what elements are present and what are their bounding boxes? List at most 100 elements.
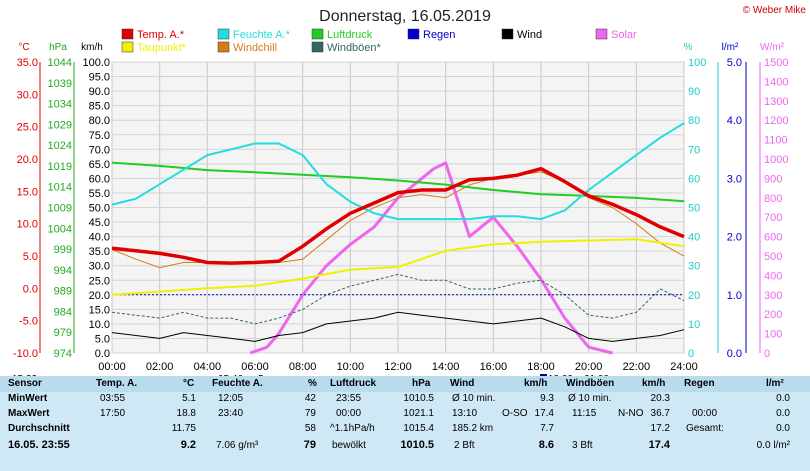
wind-tick-label: 50.0 — [89, 203, 110, 215]
legend-label: Feuchte A.* — [233, 29, 291, 41]
min-press-time: 23:55 — [336, 393, 362, 404]
pressure-tick-label: 1014 — [48, 182, 72, 194]
wind-tick-label: 60.0 — [89, 173, 110, 185]
header-sensor: Sensor — [8, 378, 42, 389]
series-line-wind — [111, 311, 685, 342]
max-wind-time: 13:10 — [452, 408, 478, 419]
pressure-tick-label: 994 — [54, 265, 72, 277]
wind-tick-label: 45.0 — [89, 217, 110, 229]
avg-press-trend: ^1.1hPa/h — [330, 423, 375, 434]
min-wind: 9.3 — [540, 393, 554, 404]
now-temp: 9.2 — [180, 439, 196, 451]
solar-tick-label: 500 — [764, 251, 782, 263]
humidity-tick-label: 70 — [688, 144, 700, 156]
header-humidity: Feuchte A. — [212, 378, 263, 389]
min-rain: 0.0 — [776, 393, 790, 404]
row-avg-label: Durchschnitt — [8, 423, 70, 434]
humidity-tick-label: 90 — [688, 86, 700, 98]
x-tick-label: 14:00 — [432, 361, 460, 373]
avg-wind-distance: 185.2 km — [452, 423, 494, 434]
avg-temp: 11.75 — [171, 423, 196, 434]
legend-label: Temp. A.* — [137, 29, 185, 41]
x-tick-label: 12:00 — [384, 361, 412, 373]
x-tick-label: 02:00 — [146, 361, 174, 373]
axis-units: °C hPa km/h% l/m² W/m² — [18, 42, 784, 53]
max-press: 1021.1 — [403, 408, 434, 419]
header-gust-unit: km/h — [642, 378, 666, 389]
header-temp-unit: °C — [183, 378, 195, 389]
humidity-tick-label: 60 — [688, 173, 700, 185]
pressure-tick-label: 974 — [54, 348, 72, 360]
solar-tick-label: 900 — [764, 173, 782, 185]
solar-tick-label: 1300 — [764, 96, 788, 108]
temp-tick-label: 0.0 — [23, 283, 38, 295]
axis-unit-label: hPa — [49, 42, 67, 53]
wind-tick-label: 75.0 — [89, 130, 110, 142]
wind-tick-label: 55.0 — [89, 188, 110, 200]
min-temp-time: 03:55 — [100, 393, 126, 404]
axis-unit-label: % — [684, 42, 693, 53]
solar-tick-label: 300 — [764, 290, 782, 302]
max-wind: 17.4 — [534, 408, 554, 419]
header-pressure-unit: hPa — [412, 378, 431, 389]
humidity-tick-label: 10 — [688, 319, 700, 331]
now-gust-bft: 3 Bft — [572, 440, 593, 451]
temp-tick-label: 20.0 — [17, 154, 38, 166]
wind-tick-label: 90.0 — [89, 86, 110, 98]
min-hum-time: 12:05 — [218, 393, 244, 404]
solar-tick-label: 1400 — [764, 76, 788, 88]
min-hum: 42 — [304, 393, 316, 404]
wind-tick-label: 35.0 — [89, 246, 110, 258]
temp-tick-label: 30.0 — [17, 89, 38, 101]
row-max-label: MaxWert — [8, 408, 50, 419]
legend-swatch — [217, 41, 230, 53]
wind-tick-label: 10.0 — [89, 319, 110, 331]
header-pressure: Luftdruck — [330, 378, 377, 389]
x-tick-label: 24:00 — [670, 361, 698, 373]
row-now-label: 16.05. 23:55 — [8, 439, 70, 451]
wind-tick-label: 100.0 — [82, 57, 110, 69]
x-tick-label: 06:00 — [241, 361, 269, 373]
max-hum-time: 23:40 — [218, 408, 244, 419]
rain-tick-label: 2.0 — [727, 232, 742, 244]
pressure-tick-label: 989 — [54, 286, 72, 298]
avg-rain-label: Gesamt: — [686, 423, 724, 434]
max-rain: 0.0 — [776, 408, 790, 419]
legend-label: Windchill — [233, 42, 277, 54]
max-temp: 18.8 — [176, 408, 196, 419]
table-header-row — [0, 376, 810, 392]
now-hum-absolute: 7.06 g/m³ — [216, 440, 259, 451]
solar-tick-label: 1100 — [764, 135, 788, 147]
now-rain: 0.0 l/m² — [756, 440, 790, 451]
rain-tick-label: 3.0 — [727, 173, 742, 185]
pressure-tick-label: 1019 — [48, 161, 72, 173]
now-press: 1010.5 — [400, 439, 434, 451]
x-tick-label: 00:00 — [98, 361, 126, 373]
solar-tick-label: 100 — [764, 329, 782, 341]
pressure-tick-label: 999 — [54, 244, 72, 256]
legend-label: Solar — [611, 29, 637, 41]
max-gust: 36.7 — [650, 408, 670, 419]
moon-phase-text: 5 — [258, 374, 264, 376]
weather-chart: Donnerstag, 16.05.2019 © Weber Mike Temp… — [12, 5, 806, 376]
now-gust: 17.4 — [648, 439, 670, 451]
solar-tick-label: 1500 — [764, 57, 788, 69]
temp-tick-label: 5.0 — [23, 251, 38, 263]
sun-markers: 15:22 05:46 5 18:09 21:08 — [12, 374, 609, 376]
min-gust: 20.3 — [650, 393, 670, 404]
wind-tick-label: 15.0 — [89, 304, 110, 316]
solar-tick-label: 200 — [764, 309, 782, 321]
humidity-tick-label: 80 — [688, 115, 700, 127]
wind-tick-label: 30.0 — [89, 261, 110, 273]
pressure-tick-label: 979 — [54, 327, 72, 339]
x-tick-label: 08:00 — [289, 361, 317, 373]
sunset-time: 18:09 — [548, 374, 573, 376]
now-wind-bft: 2 Bft — [454, 440, 475, 451]
x-tick-label: 16:00 — [480, 361, 508, 373]
series-lines — [111, 122, 685, 355]
rain-tick-label: 4.0 — [727, 115, 742, 127]
now-wind: 8.6 — [538, 439, 554, 451]
legend-label: Windböen* — [327, 42, 382, 54]
solar-tick-label: 1200 — [764, 115, 788, 127]
x-tick-label: 04:00 — [194, 361, 222, 373]
